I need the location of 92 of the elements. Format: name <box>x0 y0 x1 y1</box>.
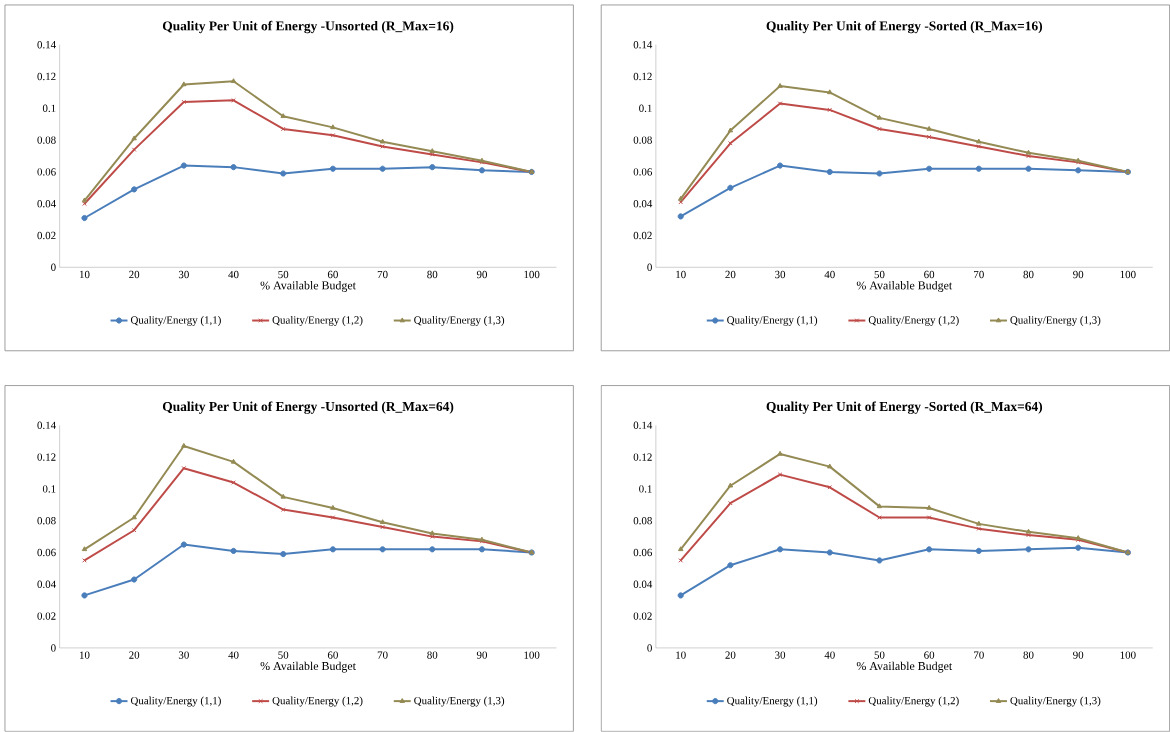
y-tick-label: 0 <box>647 644 652 652</box>
x-axis-title: % Available Budget <box>260 661 356 673</box>
x-tick-label: 90 <box>476 270 488 279</box>
y-tick-label: 0.14 <box>633 421 653 430</box>
x-axis-title: % Available Budget <box>856 281 953 292</box>
x-tick-label: 90 <box>1073 651 1084 659</box>
y-tick-label: 0.08 <box>633 517 652 525</box>
legend-label: Quality/Energy (1,1) <box>130 316 221 327</box>
y-tick-label: 0.1 <box>639 104 652 113</box>
x-tick-label: 100 <box>1120 651 1136 659</box>
legend-label: Quality/Energy (1,1) <box>727 696 818 707</box>
x-tick-label: 90 <box>1073 270 1084 279</box>
x-tick-label: 80 <box>427 651 438 659</box>
y-tick-label: 0.08 <box>37 517 56 525</box>
x-tick-label: 10 <box>676 651 686 659</box>
x-tick-label: 10 <box>79 270 90 279</box>
x-tick-label: 50 <box>278 651 289 659</box>
legend-label: Quality/Energy (1,3) <box>414 696 505 707</box>
y-tick-label: 0.06 <box>633 168 653 176</box>
y-tick-label: 0 <box>51 644 56 652</box>
y-tick-label: 0.04 <box>633 580 653 589</box>
y-tick-label: 0.1 <box>639 485 652 493</box>
x-tick-label: 80 <box>427 270 438 279</box>
x-tick-label: 30 <box>775 270 786 279</box>
legend-label: Quality/Energy (1,2) <box>272 696 363 707</box>
y-tick-label: 0.1 <box>42 485 56 493</box>
x-tick-label: 70 <box>974 651 984 659</box>
y-tick-label: 0.04 <box>633 200 653 208</box>
x-tick-label: 50 <box>874 270 885 279</box>
y-tick-label: 0 <box>51 263 56 272</box>
legend-label: Quality/Energy (1,3) <box>414 316 505 327</box>
x-tick-label: 30 <box>178 651 189 659</box>
x-tick-label: 40 <box>824 651 835 659</box>
x-tick-label: 20 <box>725 651 736 659</box>
x-tick-label: 60 <box>327 651 338 659</box>
y-tick-label: 0.06 <box>37 168 56 176</box>
y-tick-label: 0.02 <box>37 612 56 620</box>
x-tick-label: 100 <box>524 270 540 279</box>
x-tick-label: 30 <box>775 651 786 659</box>
x-tick-label: 40 <box>824 270 835 279</box>
x-tick-label: 70 <box>377 270 388 279</box>
y-tick-label: 0.14 <box>37 421 56 430</box>
legend-label: Quality/Energy (1,2) <box>272 316 363 327</box>
x-tick-label: 40 <box>228 270 239 279</box>
y-tick-label: 0.14 <box>633 41 653 49</box>
y-tick-label: 0.06 <box>37 548 56 557</box>
x-tick-label: 50 <box>278 270 289 279</box>
chart-title: Quality Per Unit of Energy -Sorted (R_Max=64) <box>766 401 1043 414</box>
y-tick-label: 0.04 <box>37 580 56 589</box>
x-tick-label: 60 <box>327 270 338 279</box>
legend-label: Quality/Energy (1,2) <box>868 316 959 327</box>
y-tick-label: 0.14 <box>37 41 56 49</box>
y-tick-label: 0.1 <box>42 104 56 113</box>
x-tick-label: 100 <box>524 651 540 659</box>
y-tick-label: 0.12 <box>633 453 652 461</box>
legend-label: Quality/Energy (1,2) <box>868 696 959 707</box>
y-tick-label: 0.06 <box>633 548 653 557</box>
y-tick-label: 0.04 <box>37 200 56 208</box>
y-tick-label: 0 <box>647 263 652 272</box>
x-tick-label: 40 <box>228 651 239 659</box>
x-axis-title: % Available Budget <box>260 281 356 292</box>
y-tick-label: 0.02 <box>37 231 56 240</box>
x-tick-label: 100 <box>1120 270 1136 279</box>
x-tick-label: 20 <box>129 270 140 279</box>
y-tick-label: 0.08 <box>633 136 652 144</box>
x-tick-label: 60 <box>924 270 935 279</box>
chart-title: Quality Per Unit of Energy -Unsorted (R_Max=64) <box>162 401 454 414</box>
x-tick-label: 90 <box>476 651 488 659</box>
x-tick-label: 80 <box>1023 270 1034 279</box>
legend-label: Quality/Energy (1,1) <box>130 696 221 707</box>
y-tick-label: 0.08 <box>37 136 56 144</box>
y-tick-label: 0.12 <box>37 453 56 461</box>
legend-label: Quality/Energy (1,1) <box>727 316 818 327</box>
legend-label: Quality/Energy (1,3) <box>1010 696 1101 707</box>
x-tick-label: 70 <box>974 270 984 279</box>
y-tick-label: 0.12 <box>633 72 652 81</box>
x-tick-label: 10 <box>79 651 90 659</box>
x-axis-title: % Available Budget <box>856 661 953 673</box>
x-tick-label: 50 <box>874 651 885 659</box>
chart-title: Quality Per Unit of Energy -Sorted (R_Max=16) <box>766 20 1043 34</box>
y-tick-label: 0.12 <box>37 72 56 81</box>
y-tick-label: 0.02 <box>633 612 652 620</box>
x-tick-label: 10 <box>676 270 686 279</box>
x-tick-label: 20 <box>725 270 736 279</box>
x-tick-label: 80 <box>1023 651 1034 659</box>
x-tick-label: 20 <box>129 651 140 659</box>
x-tick-label: 70 <box>377 651 388 659</box>
chart-title: Quality Per Unit of Energy -Unsorted (R_Max=16) <box>162 20 454 34</box>
y-tick-label: 0.02 <box>633 231 652 240</box>
x-tick-label: 30 <box>178 270 189 279</box>
x-tick-label: 60 <box>924 651 935 659</box>
legend-label: Quality/Energy (1,3) <box>1010 316 1101 327</box>
